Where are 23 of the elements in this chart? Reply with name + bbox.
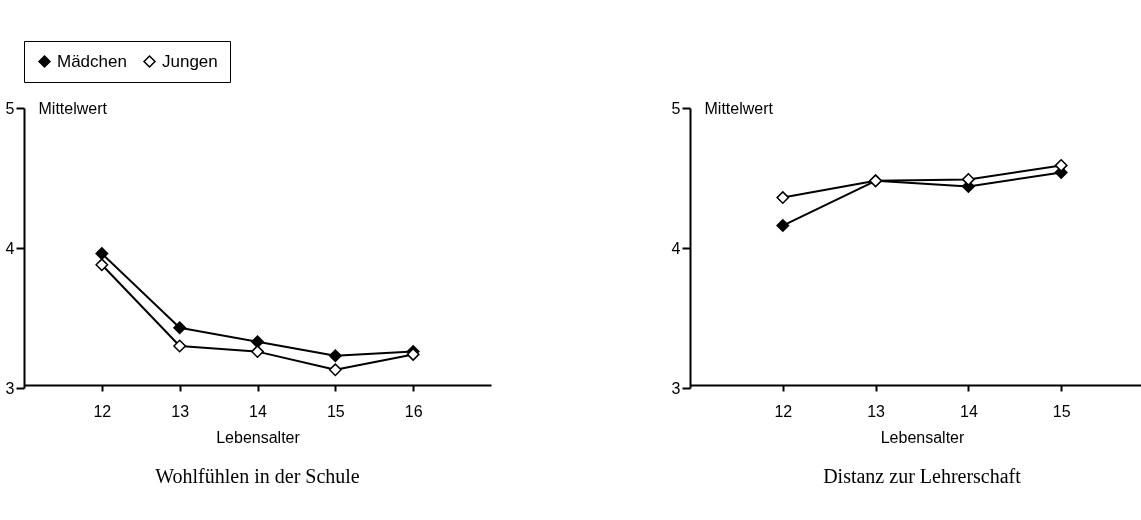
- y-axis-title: Mittelwert: [38, 99, 108, 117]
- y-tick-label: 5: [5, 99, 15, 117]
- y-tick-label: 4: [671, 239, 681, 257]
- x-tick-label: 15: [1052, 402, 1071, 420]
- x-tick-label: 14: [249, 402, 267, 420]
- y-axis-title: Mittelwert: [704, 99, 774, 117]
- legend-label: Mädchen: [57, 51, 127, 71]
- legend-label: Jungen: [162, 51, 218, 71]
- y-tick-label: 4: [5, 239, 15, 257]
- x-tick-label: 15: [326, 402, 345, 420]
- x-tick-label: 16: [404, 402, 423, 420]
- x-axis-title: Lebensalter: [216, 428, 301, 446]
- x-tick-label: 14: [960, 402, 978, 420]
- y-tick-label: 5: [671, 99, 681, 117]
- x-axis-title: Lebensalter: [880, 428, 965, 446]
- x-tick-label: 12: [774, 402, 793, 420]
- text: Wohlfühlen in der Schule: [155, 465, 360, 487]
- x-tick-label: 13: [171, 402, 190, 420]
- x-tick-label: 12: [93, 402, 112, 420]
- y-tick-label: 3: [5, 379, 15, 397]
- text: Distanz zur Lehrerschaft: [823, 465, 1022, 487]
- x-tick-label: 13: [867, 402, 886, 420]
- y-tick-label: 3: [671, 379, 681, 397]
